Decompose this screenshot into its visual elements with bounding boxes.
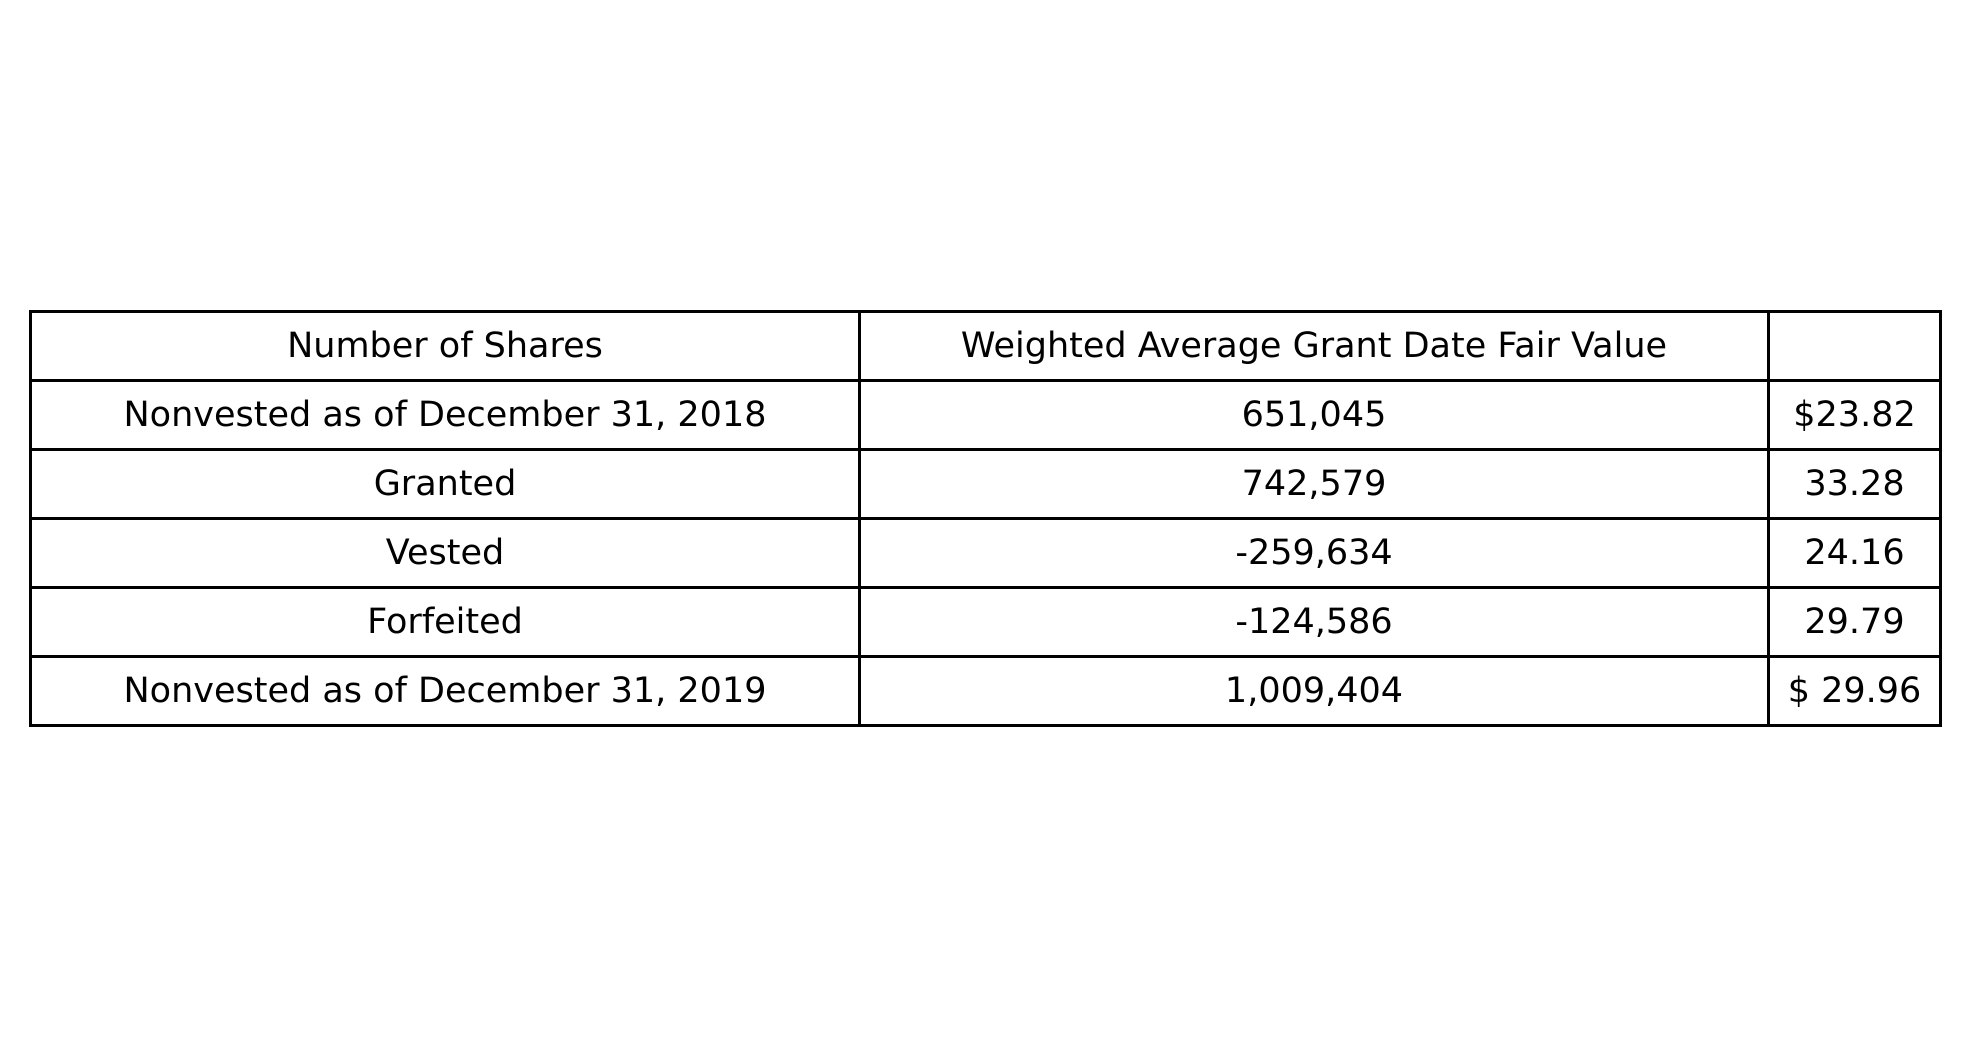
table-cell: $23.82	[1767, 379, 1942, 451]
table-cell: Nonvested as of December 31, 2019	[29, 655, 861, 727]
table-cell: Forfeited	[29, 586, 861, 658]
table-cell: 29.79	[1767, 586, 1942, 658]
table-cell: Vested	[29, 517, 861, 589]
table-cell: $ 29.96	[1767, 655, 1942, 727]
table-row: Granted 742,579 33.28	[29, 448, 1942, 520]
table-row: Nonvested as of December 31, 2019 1,009,…	[29, 655, 1942, 727]
table-cell: 33.28	[1767, 448, 1942, 520]
table-cell: -259,634	[858, 517, 1770, 589]
table-row: Forfeited -124,586 29.79	[29, 586, 1942, 658]
table-row: Vested -259,634 24.16	[29, 517, 1942, 589]
table-cell: 1,009,404	[858, 655, 1770, 727]
table-header-row: Number of Shares Weighted Average Grant …	[29, 310, 1942, 382]
column-header	[1767, 310, 1942, 382]
table-cell: -124,586	[858, 586, 1770, 658]
table-cell: Granted	[29, 448, 861, 520]
column-header: Number of Shares	[29, 310, 861, 382]
column-header: Weighted Average Grant Date Fair Value	[858, 310, 1770, 382]
table-cell: Nonvested as of December 31, 2018	[29, 379, 861, 451]
table-cell: 651,045	[858, 379, 1770, 451]
table-cell: 24.16	[1767, 517, 1942, 589]
share-award-table: Number of Shares Weighted Average Grant …	[29, 310, 1942, 727]
table-cell: 742,579	[858, 448, 1770, 520]
table-row: Nonvested as of December 31, 2018 651,04…	[29, 379, 1942, 451]
